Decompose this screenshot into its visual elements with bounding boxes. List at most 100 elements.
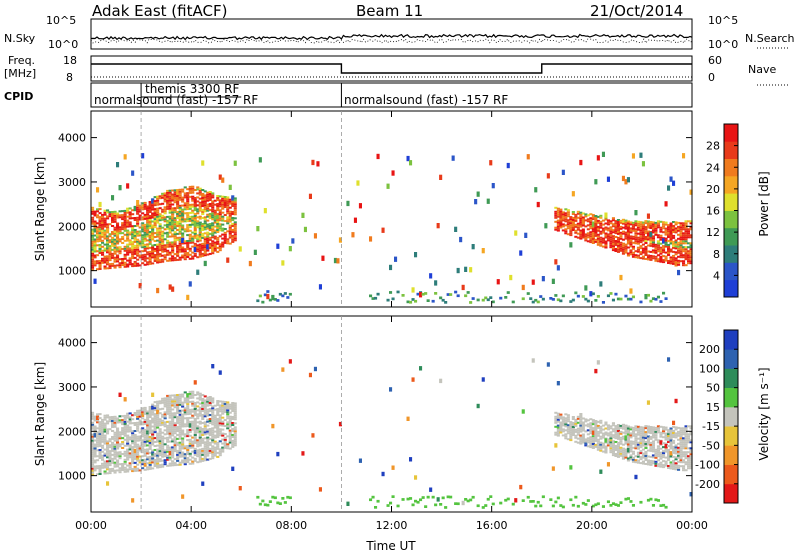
data-cell <box>166 201 170 204</box>
data-cell <box>216 422 220 424</box>
velocity-y-axis-label: Slant Range [km] <box>33 362 47 466</box>
data-cell <box>173 464 177 467</box>
data-cell <box>651 297 655 300</box>
data-cell <box>223 409 227 411</box>
data-cell <box>161 437 165 440</box>
data-cell <box>591 435 595 438</box>
data-cell <box>654 223 658 226</box>
data-cell <box>173 436 177 439</box>
data-cell <box>91 423 95 426</box>
data-cell <box>684 246 688 249</box>
data-cell <box>571 503 575 507</box>
data-cell <box>121 248 125 250</box>
data-cell <box>171 189 175 192</box>
data-cell <box>161 234 165 237</box>
data-cell <box>672 451 676 454</box>
data-cell <box>143 412 147 415</box>
data-cell <box>188 423 192 428</box>
data-cell <box>611 428 615 431</box>
data-cell <box>148 252 152 255</box>
data-cell <box>186 254 190 256</box>
data-cell <box>684 254 688 260</box>
data-cell <box>151 256 155 259</box>
data-cell <box>646 449 650 452</box>
data-cell <box>206 213 210 216</box>
data-cell <box>106 416 110 419</box>
data-cell <box>566 430 570 433</box>
data-cell <box>176 238 180 241</box>
data-cell <box>634 425 638 428</box>
data-cell <box>371 495 375 499</box>
data-cell <box>689 226 693 229</box>
data-cell <box>91 240 95 243</box>
data-cell <box>381 227 385 233</box>
data-cell <box>426 299 430 302</box>
data-cell <box>446 293 450 296</box>
data-cell <box>223 440 227 443</box>
data-cell <box>614 220 618 223</box>
data-cell <box>156 227 160 230</box>
data-cell <box>173 394 177 397</box>
data-cell <box>146 263 150 266</box>
data-cell <box>218 416 222 419</box>
data-cell <box>158 440 162 443</box>
data-cell <box>596 446 600 449</box>
data-cell <box>566 432 570 435</box>
data-cell <box>178 230 182 233</box>
data-cell <box>664 436 668 439</box>
data-cell <box>276 451 280 457</box>
data-cell <box>176 232 180 235</box>
data-cell <box>574 422 578 425</box>
data-cell <box>163 401 167 404</box>
data-cell <box>176 426 180 428</box>
data-cell <box>151 206 155 209</box>
data-cell <box>641 432 645 435</box>
data-cell <box>183 208 187 211</box>
data-cell <box>218 408 222 411</box>
data-cell <box>626 443 630 446</box>
data-cell <box>178 240 182 243</box>
data-cell <box>116 250 120 253</box>
data-cell <box>626 224 630 227</box>
data-cell <box>684 445 688 448</box>
nsky-panel <box>90 18 693 50</box>
data-cell <box>91 467 95 470</box>
data-cell <box>206 440 210 443</box>
data-cell <box>156 434 160 437</box>
data-cell <box>261 300 265 304</box>
data-cell <box>168 420 172 423</box>
nsky-tick-high: 10^5 <box>46 14 76 27</box>
data-cell <box>203 224 207 227</box>
data-cell <box>601 245 605 248</box>
data-cell <box>689 252 693 255</box>
data-cell <box>596 235 600 238</box>
data-cell <box>153 208 157 211</box>
data-cell <box>141 153 145 159</box>
data-cell <box>206 239 210 242</box>
data-cell <box>581 437 585 440</box>
data-cell <box>576 427 580 430</box>
data-cell <box>672 461 676 464</box>
data-cell <box>198 197 202 200</box>
data-cell <box>672 229 676 231</box>
data-cell <box>143 420 147 423</box>
data-cell <box>91 411 95 414</box>
data-cell <box>193 242 197 245</box>
data-cell <box>158 243 162 246</box>
data-cell <box>173 412 177 415</box>
data-cell <box>116 238 120 241</box>
data-cell <box>589 223 593 226</box>
data-cell <box>644 240 648 242</box>
data-cell <box>136 435 140 438</box>
data-cell <box>131 231 135 234</box>
data-cell <box>193 380 197 385</box>
data-cell <box>656 248 660 251</box>
data-cell <box>667 439 671 442</box>
data-cell <box>216 195 220 197</box>
data-cell <box>176 254 180 257</box>
data-cell <box>158 428 162 431</box>
data-cell <box>188 217 192 220</box>
data-cell <box>126 436 130 439</box>
data-cell <box>288 292 292 296</box>
data-cell <box>616 441 620 444</box>
